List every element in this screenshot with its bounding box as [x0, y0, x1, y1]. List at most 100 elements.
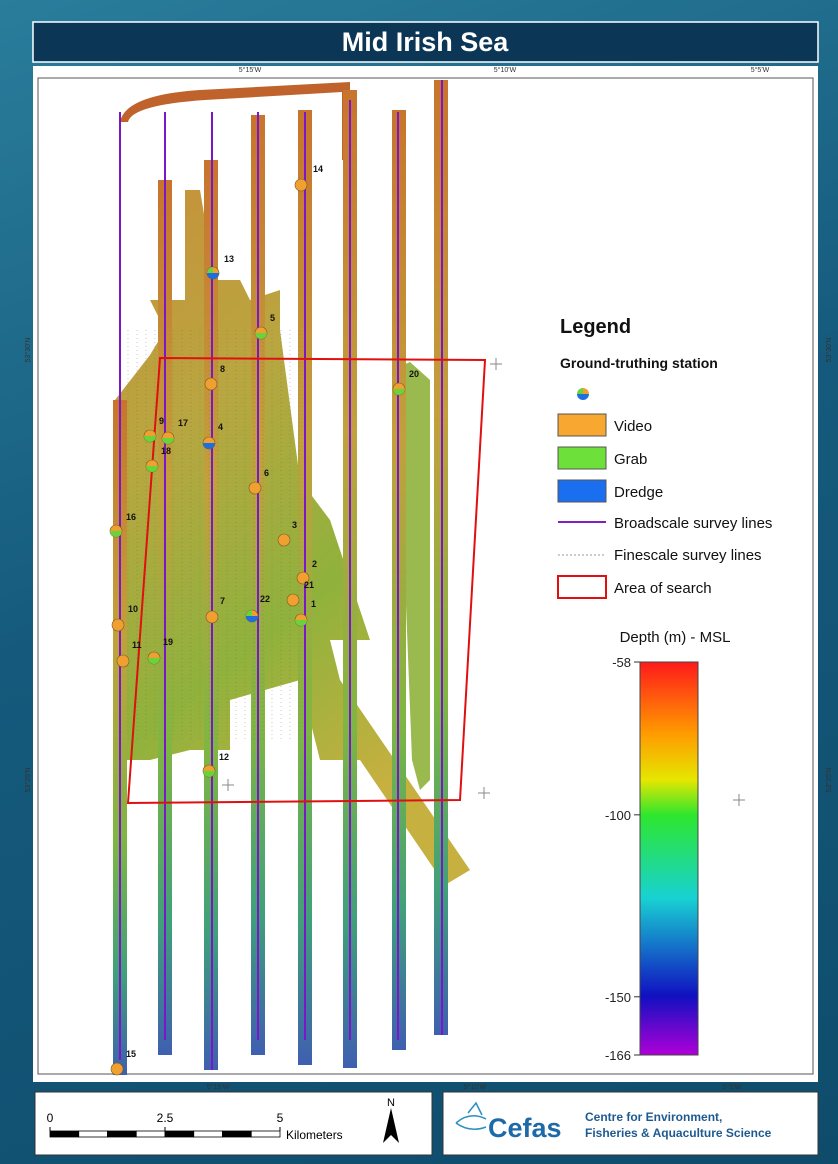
scale-segment — [193, 1130, 223, 1138]
lon-label: 5°10'W — [464, 1083, 487, 1091]
logo-mark — [455, 1101, 487, 1130]
station-label: 9 — [159, 416, 164, 426]
lat-label: 53°30'N — [825, 338, 833, 363]
depth-tick-label: -100 — [605, 808, 631, 823]
station-circle — [111, 618, 125, 632]
scale-segment — [250, 1130, 281, 1138]
station-label: 10 — [128, 604, 138, 614]
legend-heading: Ground-truthing station — [560, 355, 718, 371]
pie-slice — [110, 531, 122, 537]
station-label: 15 — [126, 1049, 136, 1059]
pie-slice — [146, 466, 158, 472]
graticule-cross — [222, 358, 745, 806]
logo-name: Cefas — [488, 1113, 562, 1143]
station — [245, 609, 259, 623]
station — [248, 481, 262, 495]
legend-label: Grab — [614, 451, 647, 468]
station — [277, 533, 291, 547]
pie-slice — [246, 616, 258, 622]
station-circle — [286, 593, 300, 607]
scale-segment — [135, 1130, 166, 1138]
legend-title: Legend — [560, 316, 631, 338]
station — [286, 593, 300, 607]
station-label: 4 — [218, 422, 223, 432]
station-circle — [110, 1062, 124, 1076]
depth-tick-label: -58 — [612, 655, 631, 670]
depth-tick-label: -166 — [605, 1048, 631, 1063]
logo-box — [442, 1091, 819, 1156]
legend-swatch — [557, 446, 607, 470]
depth-tick-label: -150 — [605, 990, 631, 1005]
lon-label: 5°5'W — [723, 1083, 742, 1091]
station — [294, 178, 308, 192]
legend-label: Video — [614, 418, 652, 435]
pie-slice — [393, 389, 405, 395]
lon-label: 5°10'W — [494, 66, 517, 74]
pie-slice — [207, 267, 213, 273]
scale-segment — [107, 1130, 137, 1138]
station-label: 14 — [313, 164, 323, 174]
station — [147, 651, 161, 665]
lon-label: 5°15'W — [239, 66, 262, 74]
pie-slice — [148, 658, 160, 664]
pie-slice — [207, 273, 219, 279]
station-label: 2 — [312, 559, 317, 569]
pie-slice — [246, 610, 252, 616]
station-circle — [248, 481, 262, 495]
station — [143, 429, 157, 443]
pie-slice — [203, 443, 215, 449]
scale-label: 0 — [47, 1111, 54, 1125]
station-label: 8 — [220, 364, 225, 374]
station-label: 22 — [260, 594, 270, 604]
station — [202, 436, 216, 450]
station — [392, 382, 406, 396]
pie-slice — [295, 620, 307, 626]
legend-label: Area of search — [614, 580, 712, 597]
station-circle — [277, 533, 291, 547]
pie-slice — [144, 436, 156, 442]
logo-fish — [455, 1101, 487, 1130]
crosshairs — [222, 358, 745, 806]
station-label: 7 — [220, 596, 225, 606]
station-label: 19 — [163, 637, 173, 647]
station — [161, 431, 175, 445]
title-bar — [32, 21, 819, 63]
scale-segment — [49, 1130, 80, 1138]
station-label: 6 — [264, 468, 269, 478]
legend-swatch — [557, 575, 607, 599]
station-label: 1 — [311, 599, 316, 609]
north-arrow — [383, 1108, 399, 1143]
station — [145, 459, 159, 473]
station — [110, 1062, 124, 1076]
scale-segment — [78, 1130, 108, 1138]
station-label: 21 — [304, 580, 314, 590]
pie-slice — [583, 388, 589, 394]
north-label: N — [387, 1097, 395, 1109]
station-label: 20 — [409, 369, 419, 379]
lat-label: 53°25'N — [24, 768, 32, 793]
station-label: 3 — [292, 520, 297, 530]
station — [116, 654, 130, 668]
scale-box — [34, 1091, 433, 1156]
station — [204, 377, 218, 391]
lon-label: 5°5'W — [751, 66, 770, 74]
station — [254, 326, 268, 340]
legend-label: Finescale survey lines — [614, 547, 762, 564]
pie-slice — [577, 388, 583, 394]
legend-station-symbol — [577, 388, 589, 400]
station-label: 12 — [219, 752, 229, 762]
legend-label: Broadscale survey lines — [614, 515, 772, 532]
station — [206, 266, 220, 280]
station-label: 13 — [224, 254, 234, 264]
station-circle — [116, 654, 130, 668]
pie-slice — [203, 771, 215, 777]
depth-colorbar — [639, 661, 699, 1056]
survey-area — [115, 190, 470, 885]
pie-slice — [162, 438, 174, 444]
lat-label: 53°30'N — [24, 338, 32, 363]
pie-slice — [577, 394, 589, 400]
station-label: 11 — [132, 640, 142, 650]
station-label: 16 — [126, 512, 136, 522]
station-circle — [296, 571, 310, 585]
